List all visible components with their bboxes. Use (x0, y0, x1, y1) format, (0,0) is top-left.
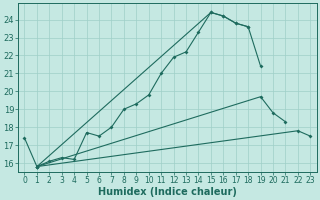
X-axis label: Humidex (Indice chaleur): Humidex (Indice chaleur) (98, 187, 237, 197)
